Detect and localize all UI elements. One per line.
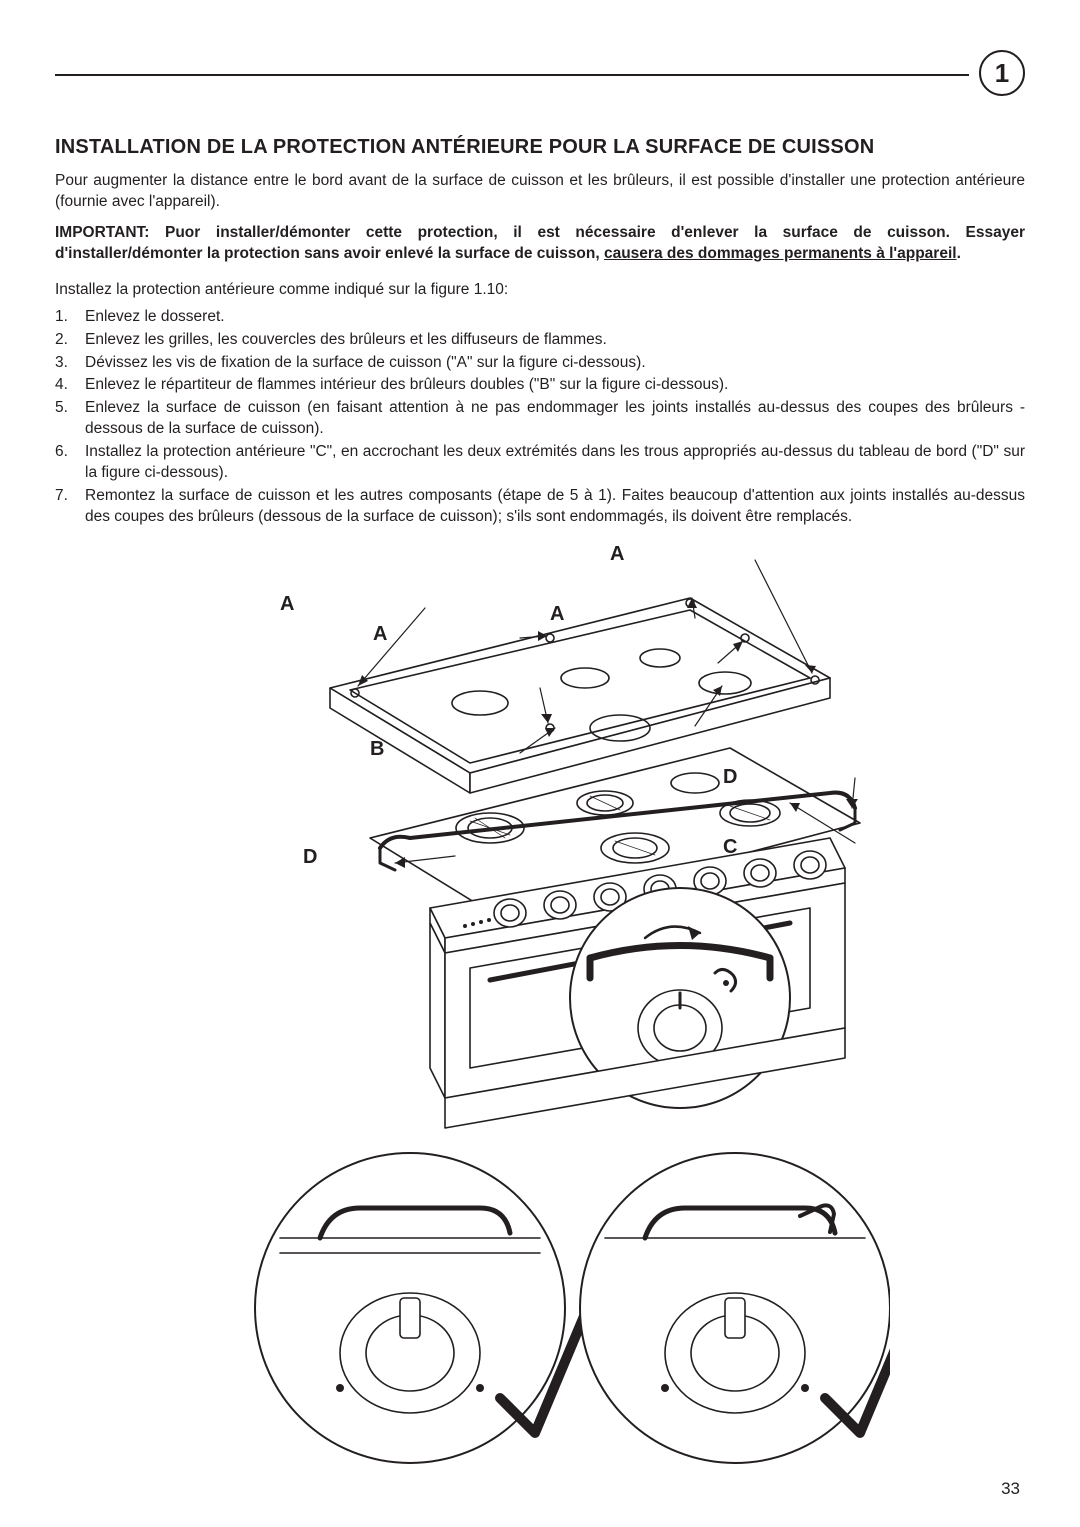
- diagram-icon: [190, 538, 890, 1468]
- intro-paragraph: Pour augmenter la distance entre le bord…: [55, 171, 1025, 213]
- important-suffix: .: [957, 245, 961, 262]
- figure-area: A A A A A A B B D C D Fig. 1.10: [55, 538, 1025, 1478]
- step-text: Enlevez la surface de cuisson (en faisan…: [85, 398, 1025, 440]
- step-num: 4.: [55, 375, 85, 396]
- step-num: 2.: [55, 330, 85, 351]
- steps-list: 1.Enlevez le dosseret. 2.Enlevez les gri…: [55, 307, 1025, 528]
- header-rule: [55, 74, 969, 76]
- list-item: 4.Enlevez le répartiteur de flammes inté…: [55, 375, 1025, 396]
- step-text: Dévissez les vis de fixation de la surfa…: [85, 353, 1025, 374]
- step-text: Installez la protection antérieure "C", …: [85, 442, 1025, 484]
- step-num: 7.: [55, 486, 85, 528]
- list-item: 6.Installez la protection antérieure "C"…: [55, 442, 1025, 484]
- list-item: 1.Enlevez le dosseret.: [55, 307, 1025, 328]
- chapter-badge: 1: [979, 50, 1025, 96]
- important-note: IMPORTANT: Puor installer/démonter cette…: [55, 223, 1025, 265]
- header: 1: [55, 50, 1025, 96]
- step-num: 1.: [55, 307, 85, 328]
- step-text: Enlevez le dosseret.: [85, 307, 1025, 328]
- list-item: 7.Remontez la surface de cuisson et les …: [55, 486, 1025, 528]
- important-underline: causera des dommages permanents à l'appa…: [604, 245, 957, 262]
- list-item: 3.Dévissez les vis de fixation de la sur…: [55, 353, 1025, 374]
- page-title: INSTALLATION DE LA PROTECTION ANTÉRIEURE…: [55, 136, 1025, 159]
- step-num: 6.: [55, 442, 85, 484]
- step-num: 5.: [55, 398, 85, 440]
- step-num: 3.: [55, 353, 85, 374]
- page-number: 33: [1001, 1479, 1020, 1499]
- step-text: Enlevez le répartiteur de flammes intéri…: [85, 375, 1025, 396]
- lead-text: Installez la protection antérieure comme…: [55, 281, 1025, 299]
- step-text: Remontez la surface de cuisson et les au…: [85, 486, 1025, 528]
- step-text: Enlevez les grilles, les couvercles des …: [85, 330, 1025, 351]
- list-item: 5.Enlevez la surface de cuisson (en fais…: [55, 398, 1025, 440]
- chapter-number: 1: [995, 58, 1009, 89]
- list-item: 2.Enlevez les grilles, les couvercles de…: [55, 330, 1025, 351]
